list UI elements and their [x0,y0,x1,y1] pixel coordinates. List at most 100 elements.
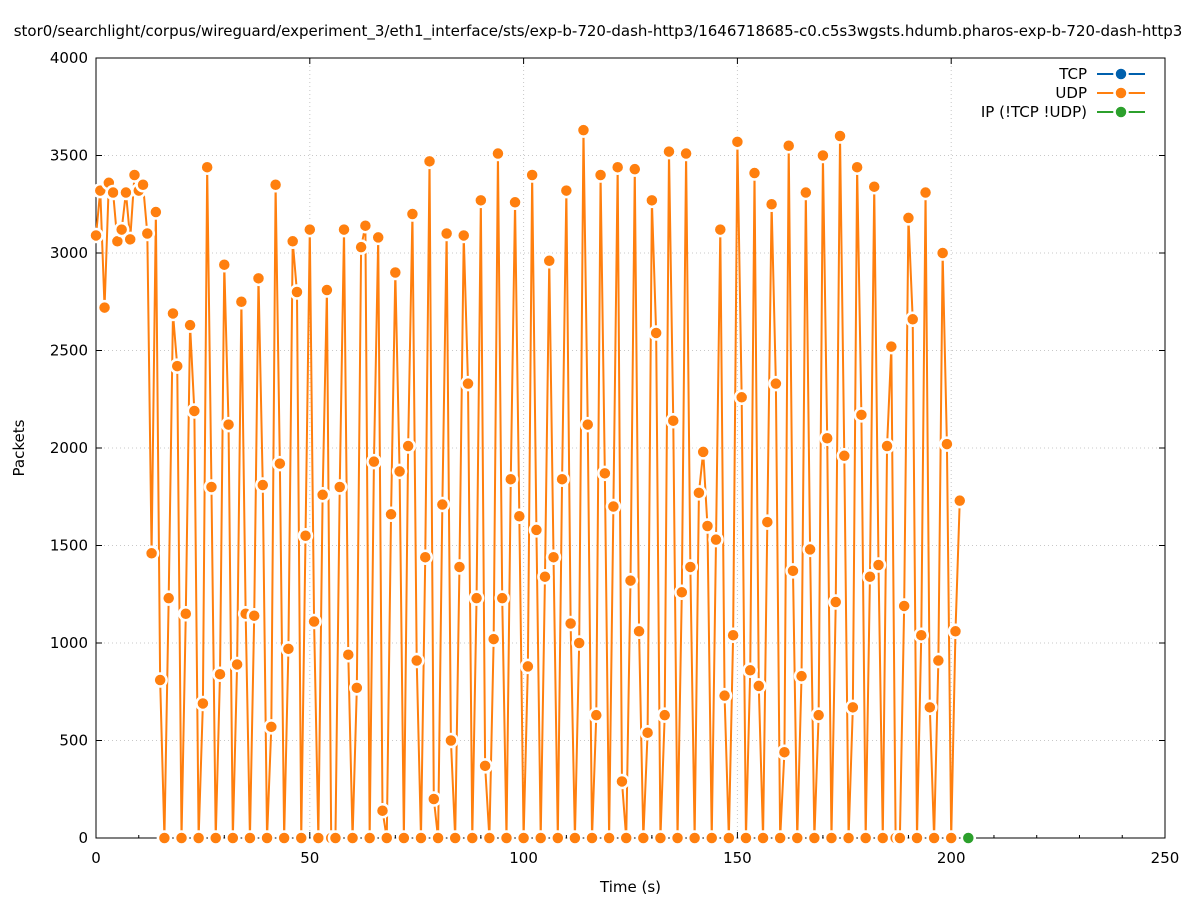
data-point [639,724,656,741]
y-axis-title: Packets [10,419,28,476]
data-point [126,167,143,183]
data-point [246,607,262,624]
data-point [532,830,549,846]
data-point [635,830,652,846]
data-point [468,590,485,606]
data-point [203,479,220,495]
chart-title: stor0/searchlight/corpus/wireguard/exper… [14,22,1183,41]
data-point [827,594,844,610]
data-point [88,227,104,244]
data-point [272,455,288,472]
data-point [584,830,600,846]
data-point [840,830,857,846]
data-point [233,294,250,310]
data-point [396,830,412,846]
data-point [810,707,827,723]
data-point [195,695,211,712]
data-point [434,496,451,513]
data-point [319,282,335,298]
y-tick-label: 3000 [50,244,88,262]
x-tick-label: 100 [509,849,538,867]
data-point [524,167,540,183]
data-point [550,830,566,846]
data-point [691,485,707,501]
y-tick-label: 1500 [50,537,88,555]
legend-marker [1113,104,1129,120]
data-point [391,463,408,480]
data-point [699,518,716,534]
data-point [190,830,207,846]
data-point [648,325,664,341]
data-point [344,830,361,846]
data-point [413,830,429,846]
data-point [314,487,331,503]
data-point [622,572,639,589]
data-point [879,438,895,454]
data-point [614,773,630,790]
data-point [528,522,545,538]
series-layer [88,122,977,846]
data-point [477,758,493,774]
data-point [417,549,434,565]
data-point [349,680,365,696]
data-point [280,641,297,657]
data-point [160,590,177,606]
data-point [447,830,463,846]
data-point [870,557,887,573]
data-point [250,270,267,287]
data-point [507,194,523,211]
data-point [430,830,446,846]
data-point [165,305,181,322]
series-2 [960,830,977,846]
data-point [357,217,374,234]
data-point [703,830,720,846]
data-point [152,672,168,688]
data-point [759,514,776,530]
data-point [823,830,840,846]
data-point [708,531,724,548]
data-point [139,225,156,242]
data-point [883,338,900,355]
data-point [665,412,682,429]
data-point [297,528,314,544]
data-point [853,407,870,423]
data-point [361,830,378,846]
data-point [575,122,592,138]
data-point [588,707,605,723]
x-tick-label: 50 [300,849,319,867]
data-point [742,662,758,679]
data-point [618,830,634,846]
data-point [276,830,292,846]
legend-marker [1113,66,1129,82]
data-point [545,549,562,565]
data-point [178,606,194,622]
data-point [387,264,404,281]
data-point [267,177,284,193]
data-point [169,358,185,374]
data-point [186,403,203,419]
data-point [934,245,951,261]
data-point [353,239,369,255]
x-tick-label: 150 [723,849,752,867]
data-point [383,506,399,523]
data-point [909,830,925,846]
y-tick-label: 2000 [50,439,88,457]
data-point [473,192,489,209]
data-point [913,627,930,643]
data-point [374,802,391,819]
data-point [113,221,130,238]
data-point [122,231,138,248]
data-point [494,590,510,606]
x-axis-title: Time (s) [599,878,661,896]
x-tick-label: 250 [1151,849,1180,867]
data-point [443,732,459,749]
data-point [182,317,198,333]
data-point [832,128,848,144]
data-point [763,196,780,212]
data-point [135,177,151,193]
data-point [503,471,519,487]
data-point [379,830,395,846]
data-point [293,830,309,846]
data-point [952,492,968,509]
data-point [511,508,528,524]
